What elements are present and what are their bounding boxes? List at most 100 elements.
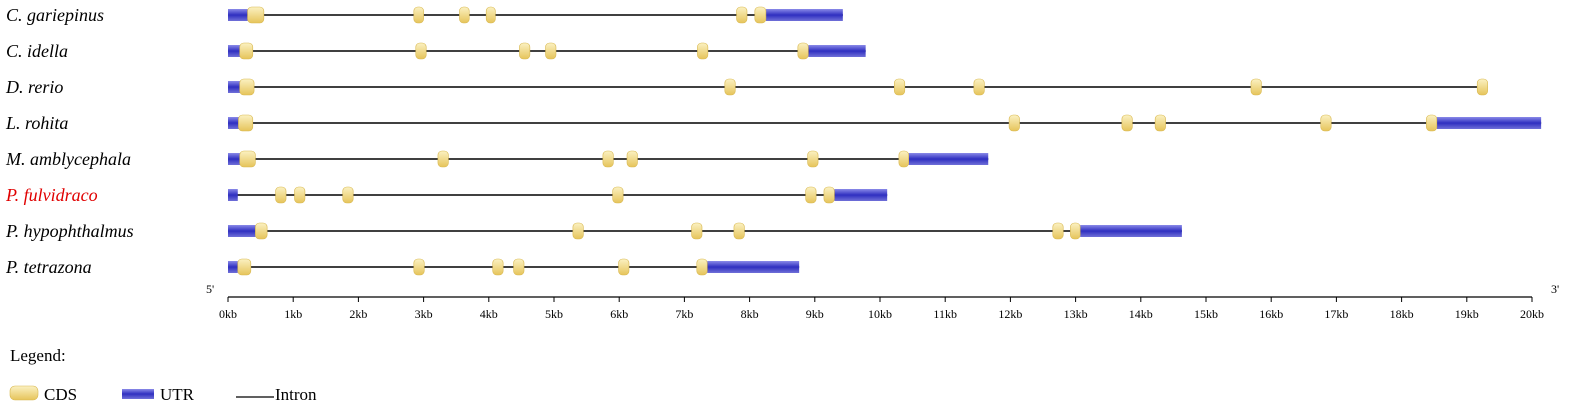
x-tick-label: 2kb [349, 307, 367, 321]
x-tick-label: 6kb [610, 307, 628, 321]
cds [415, 42, 427, 60]
cds [894, 78, 906, 96]
gene-name: D. rerio [5, 77, 63, 97]
utr [908, 153, 989, 165]
cds [697, 42, 709, 60]
utr [1436, 117, 1542, 129]
cds [1476, 78, 1488, 96]
utr [228, 189, 238, 201]
x-tick-label: 14kb [1129, 307, 1153, 321]
cds [1070, 222, 1081, 240]
cds [413, 6, 424, 24]
utr [228, 153, 242, 165]
gene-name: M. amblycephala [5, 149, 131, 169]
gene-name: L. rohita [5, 113, 68, 133]
x-tick-label: 13kb [1064, 307, 1088, 321]
cds [602, 150, 614, 168]
cds [239, 150, 256, 168]
legend-utr-label: UTR [160, 385, 195, 404]
cds [437, 150, 449, 168]
cds [618, 258, 630, 276]
x-tick-label: 17kb [1324, 307, 1348, 321]
x-tick-label: 11kb [933, 307, 957, 321]
cds [237, 258, 252, 276]
cds [492, 258, 504, 276]
cds [807, 150, 819, 168]
x-tick-label: 16kb [1259, 307, 1283, 321]
cds [691, 222, 703, 240]
utr [228, 45, 242, 57]
x-tick-label: 7kb [675, 307, 693, 321]
cds [626, 150, 638, 168]
x-tick-label: 19kb [1455, 307, 1479, 321]
cds [572, 222, 584, 240]
cds [805, 186, 817, 204]
x-tick-label: 20kb [1520, 307, 1544, 321]
cds [275, 186, 287, 204]
x-tick-label: 18kb [1390, 307, 1414, 321]
cds [485, 6, 496, 24]
cds [733, 222, 745, 240]
cds [255, 222, 268, 240]
x-tick-label: 9kb [806, 307, 824, 321]
cds [413, 258, 425, 276]
utr [707, 261, 800, 273]
cds [519, 42, 531, 60]
legend-cds-swatch [9, 385, 39, 401]
cds [545, 42, 557, 60]
gene-name: P. fulvidraco [5, 185, 98, 205]
utr [1080, 225, 1182, 237]
cds [898, 150, 909, 168]
utr [765, 9, 843, 21]
utr [228, 225, 256, 237]
utr [228, 261, 238, 273]
legend-cds-label: CDS [44, 385, 77, 404]
axis-end-label: 3' [1551, 282, 1559, 296]
cds [696, 258, 708, 276]
cds [459, 6, 470, 24]
cds [294, 186, 306, 204]
cds [1008, 114, 1020, 132]
legend-title: Legend: [10, 346, 66, 365]
x-tick-label: 3kb [415, 307, 433, 321]
cds [612, 186, 624, 204]
x-tick-label: 10kb [868, 307, 892, 321]
gene-name: P. hypophthalmus [5, 221, 134, 241]
cds [239, 42, 254, 60]
cds [1154, 114, 1166, 132]
x-tick-label: 15kb [1194, 307, 1218, 321]
x-tick-label: 12kb [998, 307, 1022, 321]
utr [808, 45, 866, 57]
x-tick-label: 5kb [545, 307, 563, 321]
cds [1320, 114, 1332, 132]
gene-name: P. tetrazona [5, 257, 92, 277]
utr [834, 189, 888, 201]
cds [1052, 222, 1064, 240]
cds [797, 42, 809, 60]
cds [1250, 78, 1262, 96]
cds [823, 186, 835, 204]
cds [247, 6, 265, 24]
cds [973, 78, 985, 96]
cds [239, 78, 255, 96]
cds [238, 114, 254, 132]
utr [228, 117, 242, 129]
cds [1426, 114, 1438, 132]
cds [754, 6, 767, 24]
cds [1121, 114, 1133, 132]
cds [736, 6, 748, 24]
cds [513, 258, 525, 276]
utr [228, 81, 242, 93]
legend-utr-swatch [122, 389, 154, 399]
axis-start-label: 5' [206, 282, 214, 296]
cds [342, 186, 354, 204]
gene-name: C. gariepinus [6, 5, 104, 25]
x-tick-label: 4kb [480, 307, 498, 321]
x-tick-label: 1kb [284, 307, 302, 321]
x-tick-label: 8kb [741, 307, 759, 321]
cds [724, 78, 736, 96]
utr [228, 9, 248, 21]
gene-name: C. idella [6, 41, 68, 61]
legend-intron-label: Intron [275, 385, 317, 404]
